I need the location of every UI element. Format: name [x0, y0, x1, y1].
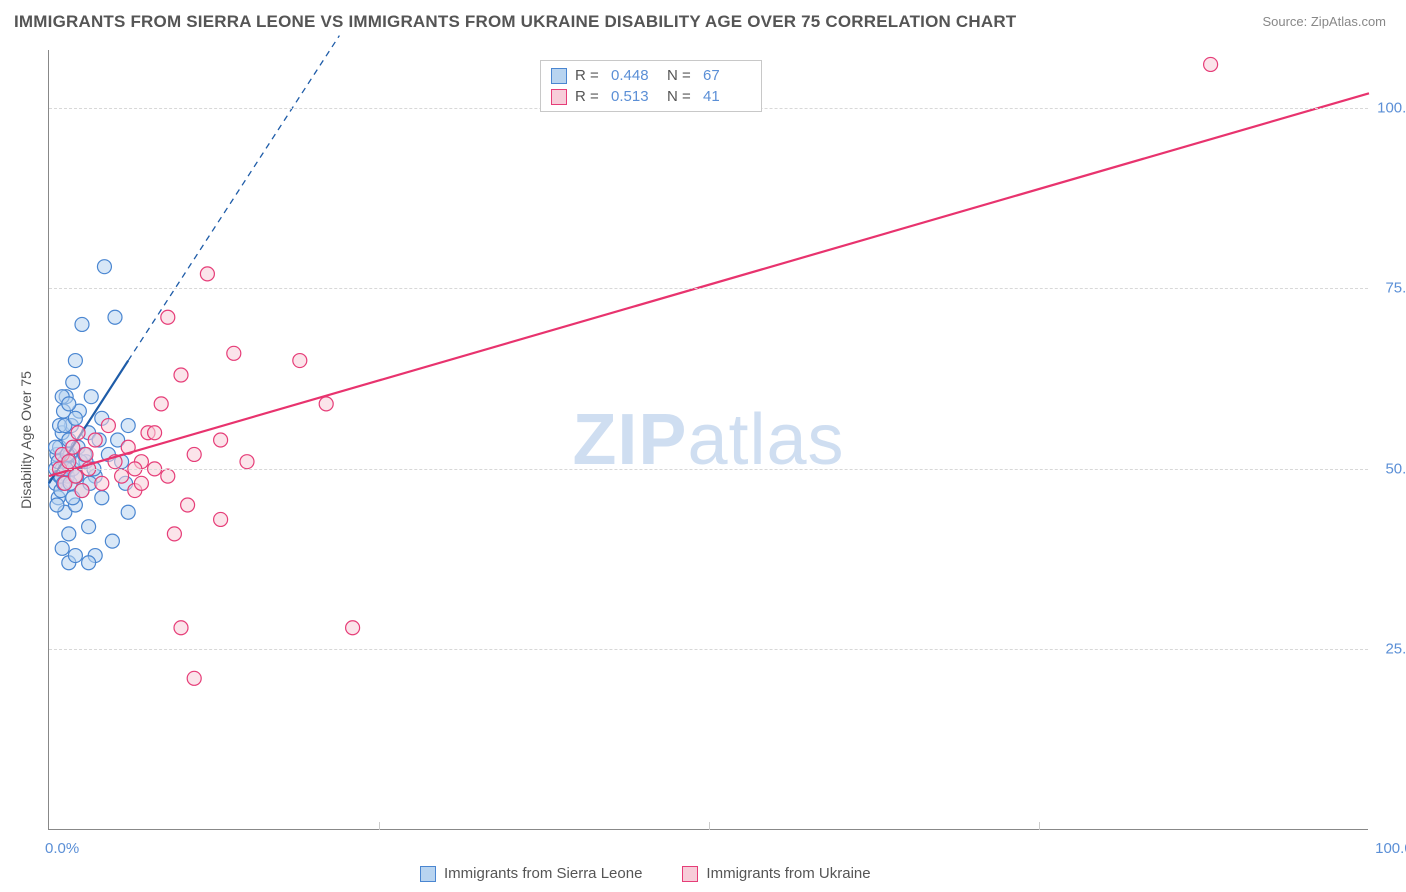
scatter-point	[82, 556, 96, 570]
scatter-point	[181, 498, 195, 512]
legend-swatch	[551, 89, 567, 105]
legend-series-item: Immigrants from Sierra Leone	[420, 865, 642, 882]
n-label: N =	[667, 88, 695, 105]
legend-stat-row: R = 0.448 N = 67	[551, 65, 751, 86]
legend-series-label: Immigrants from Ukraine	[706, 865, 870, 882]
scatter-point	[95, 476, 109, 490]
scatter-point	[240, 455, 254, 469]
scatter-point	[214, 433, 228, 447]
chart-title: IMMIGRANTS FROM SIERRA LEONE VS IMMIGRAN…	[14, 12, 1016, 32]
scatter-point	[161, 310, 175, 324]
scatter-point	[187, 447, 201, 461]
scatter-point	[101, 419, 115, 433]
scatter-point	[105, 534, 119, 548]
scatter-point	[174, 368, 188, 382]
scatter-point	[55, 541, 69, 555]
scatter-point	[200, 267, 214, 281]
series-legend: Immigrants from Sierra Leone Immigrants f…	[420, 865, 871, 882]
scatter-point	[68, 354, 82, 368]
scatter-point	[134, 476, 148, 490]
scatter-point	[66, 440, 80, 454]
tick-vertical	[1039, 822, 1040, 830]
legend-series-label: Immigrants from Sierra Leone	[444, 865, 642, 882]
scatter-point	[115, 469, 129, 483]
scatter-point	[62, 527, 76, 541]
scatter-point	[66, 375, 80, 389]
r-value: 0.513	[611, 88, 659, 105]
x-tick-label: 0.0%	[45, 840, 79, 857]
scatter-point	[148, 426, 162, 440]
scatter-point	[97, 260, 111, 274]
x-tick-label: 100.0%	[1375, 840, 1406, 857]
trend-line-extension	[128, 36, 339, 361]
scatter-point	[167, 527, 181, 541]
scatter-point	[79, 447, 93, 461]
scatter-point	[108, 310, 122, 324]
scatter-point	[154, 397, 168, 411]
scatter-point	[214, 512, 228, 526]
y-tick-label: 50.0%	[1385, 460, 1406, 477]
scatter-svg	[49, 50, 1368, 829]
scatter-point	[84, 390, 98, 404]
gridline-horizontal	[49, 469, 1368, 470]
tick-vertical	[379, 822, 380, 830]
r-label: R =	[575, 88, 603, 105]
tick-vertical	[709, 822, 710, 830]
scatter-point	[1204, 57, 1218, 71]
scatter-point	[161, 469, 175, 483]
scatter-point	[227, 346, 241, 360]
n-value: 41	[703, 88, 751, 105]
y-tick-label: 100.0%	[1377, 99, 1406, 116]
scatter-point	[174, 621, 188, 635]
legend-swatch	[420, 866, 436, 882]
gridline-horizontal	[49, 649, 1368, 650]
scatter-point	[121, 419, 135, 433]
scatter-point	[68, 549, 82, 563]
gridline-horizontal	[49, 288, 1368, 289]
scatter-point	[71, 426, 85, 440]
legend-series-item: Immigrants from Ukraine	[682, 865, 870, 882]
source-label: Source: ZipAtlas.com	[1262, 14, 1386, 29]
scatter-point	[68, 469, 82, 483]
scatter-point	[95, 491, 109, 505]
scatter-point	[187, 671, 201, 685]
scatter-point	[121, 505, 135, 519]
scatter-point	[75, 317, 89, 331]
scatter-point	[88, 433, 102, 447]
y-axis-label: Disability Age Over 75	[18, 371, 34, 509]
trend-line	[49, 93, 1369, 476]
n-value: 67	[703, 67, 751, 84]
scatter-point	[68, 411, 82, 425]
scatter-point	[62, 397, 76, 411]
y-tick-label: 25.0%	[1385, 641, 1406, 658]
y-tick-label: 75.0%	[1385, 280, 1406, 297]
scatter-point	[293, 354, 307, 368]
legend-swatch	[551, 68, 567, 84]
scatter-point	[346, 621, 360, 635]
legend-swatch	[682, 866, 698, 882]
scatter-point	[75, 484, 89, 498]
n-label: N =	[667, 67, 695, 84]
scatter-point	[50, 498, 64, 512]
legend-stat-row: R = 0.513 N = 41	[551, 86, 751, 107]
scatter-point	[82, 520, 96, 534]
scatter-point	[62, 455, 76, 469]
r-value: 0.448	[611, 67, 659, 84]
r-label: R =	[575, 67, 603, 84]
scatter-point	[319, 397, 333, 411]
chart-plot-area: ZIPatlas 25.0%50.0%75.0%100.0%0.0%100.0%	[48, 50, 1368, 830]
correlation-legend: R = 0.448 N = 67 R = 0.513 N = 41	[540, 60, 762, 112]
